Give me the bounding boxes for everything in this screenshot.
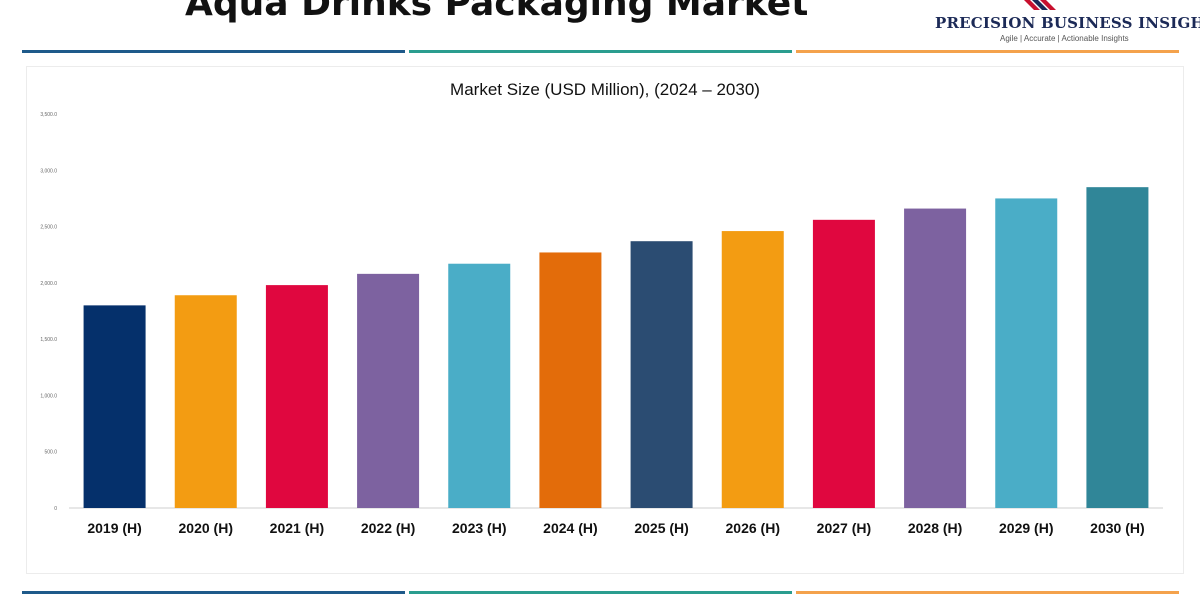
bottom-rule-middle <box>409 591 792 594</box>
x-tick-label: 2023 (H) <box>452 520 506 536</box>
x-tick-label: 2020 (H) <box>179 520 233 536</box>
bar <box>904 208 967 508</box>
chart-title: Market Size (USD Million), (2024 – 2030) <box>450 80 760 99</box>
bottom-rule-right <box>796 591 1179 594</box>
page-title: Aqua Drinks Packaging Market <box>185 0 809 24</box>
y-tick-label: 1,500.0 <box>40 337 57 343</box>
top-rule-left <box>22 50 405 53</box>
x-tick-label: 2030 (H) <box>1090 520 1144 536</box>
x-tick-label: 2028 (H) <box>908 520 962 536</box>
brand-tagline: Agile | Accurate | Actionable Insights <box>1000 34 1129 43</box>
bar <box>357 273 420 508</box>
bar <box>1086 187 1149 508</box>
bar <box>630 241 693 508</box>
bar <box>995 198 1058 508</box>
chart-panel: Market Size (USD Million), (2024 – 2030)… <box>26 66 1184 574</box>
y-tick-label: 500.0 <box>44 450 57 456</box>
x-tick-label: 2025 (H) <box>634 520 688 536</box>
bar <box>174 295 237 508</box>
y-tick-label: 3,000.0 <box>40 168 57 174</box>
x-tick-label: 2022 (H) <box>361 520 415 536</box>
bottom-rule-left <box>22 591 405 594</box>
x-tick-label: 2019 (H) <box>87 520 141 536</box>
bar <box>265 285 328 508</box>
x-tick-label: 2029 (H) <box>999 520 1053 536</box>
bar <box>83 305 146 508</box>
brand-name: PRECISION BUSINESS INSIGHTS <box>935 14 1200 32</box>
bar <box>812 219 875 508</box>
y-tick-label: 1,000.0 <box>40 393 57 399</box>
brand-logo-icon <box>1024 0 1056 10</box>
bar <box>539 252 602 508</box>
bar-chart: Market Size (USD Million), (2024 – 2030)… <box>40 80 1163 536</box>
x-tick-label: 2024 (H) <box>543 520 597 536</box>
x-tick-label: 2021 (H) <box>270 520 324 536</box>
top-rule-right <box>796 50 1179 53</box>
y-tick-label: 3,500.0 <box>40 112 57 118</box>
bar <box>721 231 784 508</box>
y-tick-label: 2,000.0 <box>40 281 57 287</box>
y-tick-label: 2,500.0 <box>40 225 57 231</box>
bar <box>448 263 511 508</box>
top-rule-middle <box>409 50 792 53</box>
x-tick-label: 2027 (H) <box>817 520 871 536</box>
y-tick-label: 0 <box>54 506 57 512</box>
x-tick-label: 2026 (H) <box>726 520 780 536</box>
